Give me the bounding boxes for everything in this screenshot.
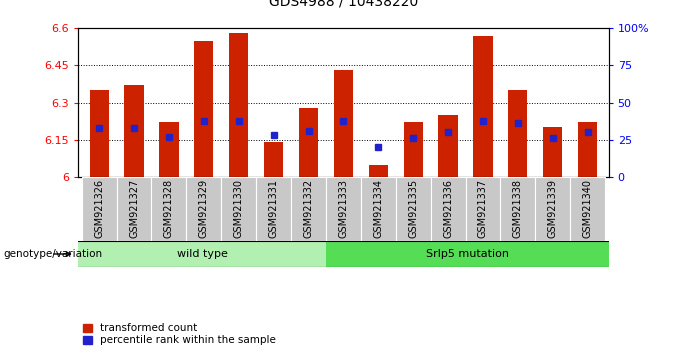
Bar bbox=[90, 90, 109, 177]
Bar bbox=[543, 127, 562, 177]
Bar bbox=[439, 115, 458, 177]
Bar bbox=[152, 177, 186, 241]
Bar bbox=[361, 177, 396, 241]
Text: GSM921328: GSM921328 bbox=[164, 179, 174, 239]
Text: GSM921339: GSM921339 bbox=[548, 179, 558, 238]
Bar bbox=[264, 142, 283, 177]
Bar bbox=[535, 177, 571, 241]
Bar bbox=[124, 85, 143, 177]
Bar bbox=[334, 70, 353, 177]
Text: GSM921332: GSM921332 bbox=[303, 179, 313, 239]
Bar bbox=[326, 177, 361, 241]
Text: genotype/variation: genotype/variation bbox=[3, 249, 103, 259]
Bar bbox=[82, 177, 116, 241]
Bar bbox=[508, 90, 528, 177]
Text: GSM921330: GSM921330 bbox=[234, 179, 243, 238]
Text: GSM921333: GSM921333 bbox=[339, 179, 348, 238]
Text: GSM921337: GSM921337 bbox=[478, 179, 488, 239]
Bar bbox=[578, 122, 597, 177]
Text: GSM921340: GSM921340 bbox=[583, 179, 593, 238]
Text: GSM921338: GSM921338 bbox=[513, 179, 523, 238]
Bar bbox=[326, 241, 609, 267]
Text: wild type: wild type bbox=[177, 249, 227, 259]
Text: GSM921336: GSM921336 bbox=[443, 179, 453, 238]
Text: Srlp5 mutation: Srlp5 mutation bbox=[426, 249, 509, 259]
Bar bbox=[116, 177, 152, 241]
Bar bbox=[473, 36, 492, 177]
Bar bbox=[291, 177, 326, 241]
Bar bbox=[396, 177, 430, 241]
Bar bbox=[404, 122, 423, 177]
Bar bbox=[500, 177, 535, 241]
Bar bbox=[369, 165, 388, 177]
Text: GSM921329: GSM921329 bbox=[199, 179, 209, 239]
Text: GSM921327: GSM921327 bbox=[129, 179, 139, 239]
Text: GSM921326: GSM921326 bbox=[94, 179, 104, 239]
Bar bbox=[221, 177, 256, 241]
Legend: transformed count, percentile rank within the sample: transformed count, percentile rank withi… bbox=[84, 323, 276, 345]
Bar bbox=[186, 177, 221, 241]
Bar bbox=[194, 41, 214, 177]
Text: GDS4988 / 10438220: GDS4988 / 10438220 bbox=[269, 0, 418, 9]
Bar bbox=[466, 177, 500, 241]
Bar bbox=[299, 108, 318, 177]
Bar bbox=[430, 177, 466, 241]
Text: GSM921331: GSM921331 bbox=[269, 179, 279, 238]
Bar bbox=[256, 177, 291, 241]
Bar bbox=[229, 33, 248, 177]
Bar bbox=[571, 177, 605, 241]
Bar bbox=[78, 241, 326, 267]
Text: GSM921334: GSM921334 bbox=[373, 179, 384, 238]
Bar bbox=[159, 122, 179, 177]
Text: GSM921335: GSM921335 bbox=[408, 179, 418, 239]
